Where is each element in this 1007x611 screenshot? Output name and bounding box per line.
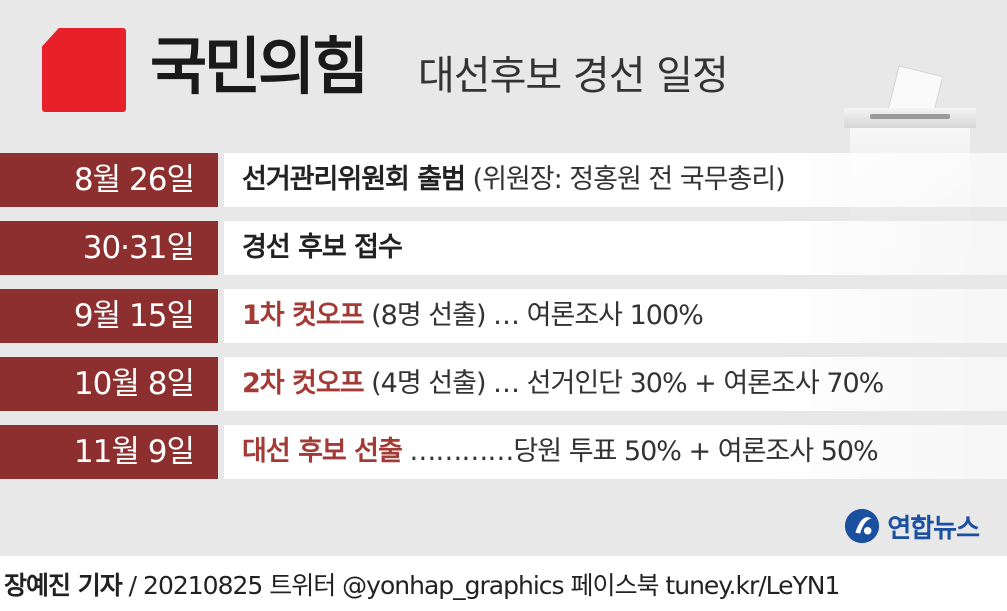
schedule-row: 11월 9일 대선 후보 선출 …………당원 투표 50% + 여론조사 50% <box>0 425 1007 479</box>
row-band <box>224 357 1007 411</box>
schedule-date: 10월 8일 <box>0 357 218 411</box>
schedule-detail: …………당원 투표 50% + 여론조사 50% <box>401 436 878 467</box>
schedule-text: 경선 후보 접수 <box>242 221 403 275</box>
schedule-text: 1차 컷오프 (8명 선출) … 여론조사 100% <box>242 289 704 343</box>
yonhap-logo-icon <box>845 508 880 544</box>
schedule-main: 선거관리위원회 출범 <box>242 164 466 195</box>
schedule-text: 2차 컷오프 (4명 선출) … 선거인단 30% + 여론조사 70% <box>242 357 884 411</box>
row-band <box>224 289 1007 343</box>
schedule-date: 11월 9일 <box>0 425 218 479</box>
schedule-text: 선거관리위원회 출범 (위원장: 정홍원 전 국무총리) <box>242 153 786 207</box>
credit-line: 장예진 기자 / 20210825 트위터 @yonhap_graphics 페… <box>4 566 841 606</box>
schedule-row: 8월 26일 선거관리위원회 출범 (위원장: 정홍원 전 국무총리) <box>0 153 1007 207</box>
infographic-panel: 국민의힘 대선후보 경선 일정 8월 26일 선거관리위원회 출범 (위원장: … <box>0 0 1007 556</box>
row-band <box>224 425 1007 479</box>
schedule-main: 대선 후보 선출 <box>242 436 403 467</box>
schedule-main: 1차 컷오프 <box>242 300 365 331</box>
party-logo-mark <box>42 28 126 112</box>
schedule-row: 9월 15일 1차 컷오프 (8명 선출) … 여론조사 100% <box>0 289 1007 343</box>
agency-name: 연합뉴스 <box>887 513 980 544</box>
schedule-date: 9월 15일 <box>0 289 218 343</box>
party-name: 국민의힘 <box>150 30 369 103</box>
schedule-date: 30·31일 <box>0 221 218 275</box>
schedule-date: 8월 26일 <box>0 153 218 207</box>
schedule-detail: (4명 선출) … 선거인단 30% + 여론조사 70% <box>363 368 884 399</box>
schedule-detail: (8명 선출) … 여론조사 100% <box>363 300 704 331</box>
row-band <box>224 153 1007 207</box>
schedule-row: 30·31일 경선 후보 접수 <box>0 221 1007 275</box>
schedule-main: 경선 후보 접수 <box>242 232 403 263</box>
agency-brand: 연합뉴스 <box>843 506 980 546</box>
credit-details: / 20210825 트위터 @yonhap_graphics 페이스북 tun… <box>121 571 841 600</box>
schedule-text: 대선 후보 선출 …………당원 투표 50% + 여론조사 50% <box>242 425 879 479</box>
schedule-row: 10월 8일 2차 컷오프 (4명 선출) … 선거인단 30% + 여론조사 … <box>0 357 1007 411</box>
row-band <box>224 221 1007 275</box>
schedule-detail: (위원장: 정홍원 전 국무총리) <box>464 164 786 195</box>
schedule-list: 8월 26일 선거관리위원회 출범 (위원장: 정홍원 전 국무총리) 30·3… <box>0 153 1007 493</box>
reporter-name: 장예진 기자 <box>4 571 123 600</box>
ballot-box-slot <box>870 114 950 119</box>
page-subtitle: 대선후보 경선 일정 <box>418 53 729 99</box>
schedule-main: 2차 컷오프 <box>242 368 365 399</box>
